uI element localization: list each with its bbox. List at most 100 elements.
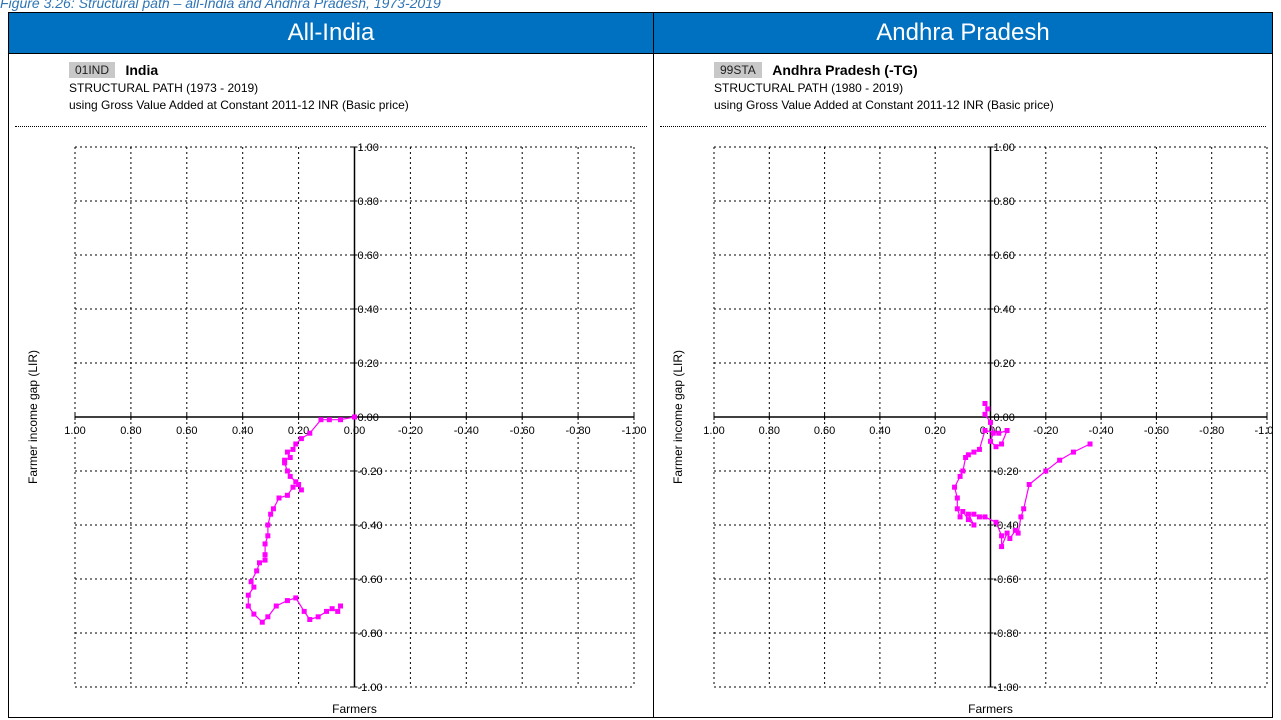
x-tick-label: 1.00: [703, 425, 724, 437]
data-point: [952, 484, 958, 490]
y-tick-label: 0.80: [994, 196, 1015, 208]
data-point: [338, 603, 344, 609]
data-point: [284, 492, 290, 498]
x-tick-label: 0.20: [924, 425, 945, 437]
data-point: [287, 473, 293, 479]
data-point: [324, 608, 330, 614]
y-tick-label: -0.60: [994, 574, 1019, 586]
data-point: [290, 446, 296, 452]
data-point: [318, 417, 324, 423]
data-point: [976, 446, 982, 452]
data-point: [296, 482, 302, 487]
panel-header: Andhra Pradesh: [654, 13, 1272, 54]
data-point: [259, 619, 265, 625]
data-point: [1004, 530, 1010, 536]
data-point: [262, 557, 268, 563]
data-point: [251, 611, 257, 617]
data-point: [993, 519, 999, 525]
data-points: [952, 401, 1093, 550]
structural-path-line: [247, 416, 355, 624]
x-tick-label: -0.40: [1089, 425, 1114, 437]
y-tick-label: 0.60: [358, 250, 379, 262]
data-point: [1007, 536, 1013, 541]
data-point: [982, 411, 988, 417]
data-point: [971, 511, 977, 517]
x-tick-label: -0.80: [1199, 425, 1224, 437]
x-tick-label: 0.60: [814, 425, 835, 437]
figure-caption: Figure 3.26: Structural path – all-India…: [0, 0, 441, 11]
data-point: [315, 614, 321, 620]
structural-path-chart-india: 1.00 1.00 0.80 0.80 0.60 0.60 0.40 0.40 0.20 0.20…: [26, 142, 647, 716]
data-point: [290, 484, 296, 490]
data-point: [326, 417, 332, 423]
header-separator: [660, 126, 1266, 127]
y-tick-label: -0.80: [358, 628, 383, 640]
data-point: [276, 495, 282, 501]
y-tick-label: -0.80: [994, 628, 1019, 640]
x-tick-label: -0.80: [566, 425, 591, 437]
data-point: [954, 495, 960, 501]
y-tick-label: -0.20: [358, 466, 383, 478]
y-tick-label: 0.20: [358, 358, 379, 370]
chart-info: 01IND India STRUCTURAL PATH (1973 - 2019…: [69, 61, 629, 113]
y-tick-label: 0.40: [994, 304, 1015, 316]
data-point: [268, 511, 274, 517]
x-tick-label: 0.80: [120, 425, 141, 437]
y-tick-label: 0.20: [994, 358, 1015, 370]
data-point: [965, 452, 971, 458]
y-tick-label: 0.40: [358, 304, 379, 316]
x-tick-label: -0.20: [1033, 425, 1058, 437]
structural-path-chart-andhra-pradesh: 1.00 1.00 0.80 0.80 0.60 0.60 0.40 0.40 0.20 0.20…: [671, 142, 1272, 716]
data-point: [1057, 457, 1063, 463]
region-name: India: [125, 61, 159, 78]
data-point: [965, 517, 971, 523]
data-point: [284, 449, 290, 455]
panel-header: All-India: [9, 13, 653, 54]
x-tick-label: 1.00: [64, 425, 85, 437]
data-point: [293, 441, 299, 447]
data-point: [971, 522, 977, 528]
data-point: [284, 598, 290, 604]
data-point: [256, 560, 262, 566]
panel-all-india: All-India 01IND India STRUCTURAL PATH (1…: [9, 13, 654, 717]
y-tick-label: 0.80: [358, 196, 379, 208]
data-point: [1026, 482, 1032, 487]
y-tick-label: -1.00: [358, 682, 383, 694]
x-axis-title: Farmers: [968, 702, 1013, 716]
figure-frame: All-India 01IND India STRUCTURAL PATH (1…: [8, 12, 1273, 718]
y-tick-label: -0.40: [358, 520, 383, 532]
data-point: [287, 455, 293, 460]
data-point: [1043, 468, 1049, 474]
y-tick-label: 0.60: [994, 250, 1015, 262]
data-point: [971, 449, 977, 455]
data-point: [329, 606, 335, 612]
data-point: [985, 406, 991, 412]
data-point: [338, 417, 344, 423]
data-point: [298, 487, 304, 493]
data-point: [954, 506, 960, 512]
chart-subtitle-line: using Gross Value Added at Constant 2011…: [714, 98, 1054, 112]
data-point: [282, 457, 288, 463]
x-axis-title: Farmers: [332, 702, 377, 716]
data-point: [957, 473, 963, 479]
x-tick-label: 0.00: [344, 425, 365, 437]
data-point: [999, 441, 1005, 447]
x-tick-label: 0.60: [176, 425, 197, 437]
data-point: [960, 468, 966, 474]
y-tick-label: 0.00: [358, 412, 379, 424]
data-point: [1087, 441, 1093, 447]
data-point: [1021, 506, 1027, 512]
data-point: [262, 552, 268, 558]
x-tick-label: -0.60: [1144, 425, 1169, 437]
data-point: [265, 522, 271, 528]
data-point: [1004, 428, 1010, 433]
x-tick-label: -1.00: [621, 425, 646, 437]
y-tick-label: -0.40: [994, 520, 1019, 532]
data-points: [245, 414, 357, 625]
y-tick-label: -0.20: [994, 466, 1019, 478]
x-tick-label: 0.80: [759, 425, 780, 437]
y-axis-title: Farmer income gap (LIR): [671, 350, 685, 484]
x-tick-label: -0.60: [510, 425, 535, 437]
x-tick-label: -0.20: [398, 425, 423, 437]
region-code-badge: 99STA: [714, 61, 762, 78]
